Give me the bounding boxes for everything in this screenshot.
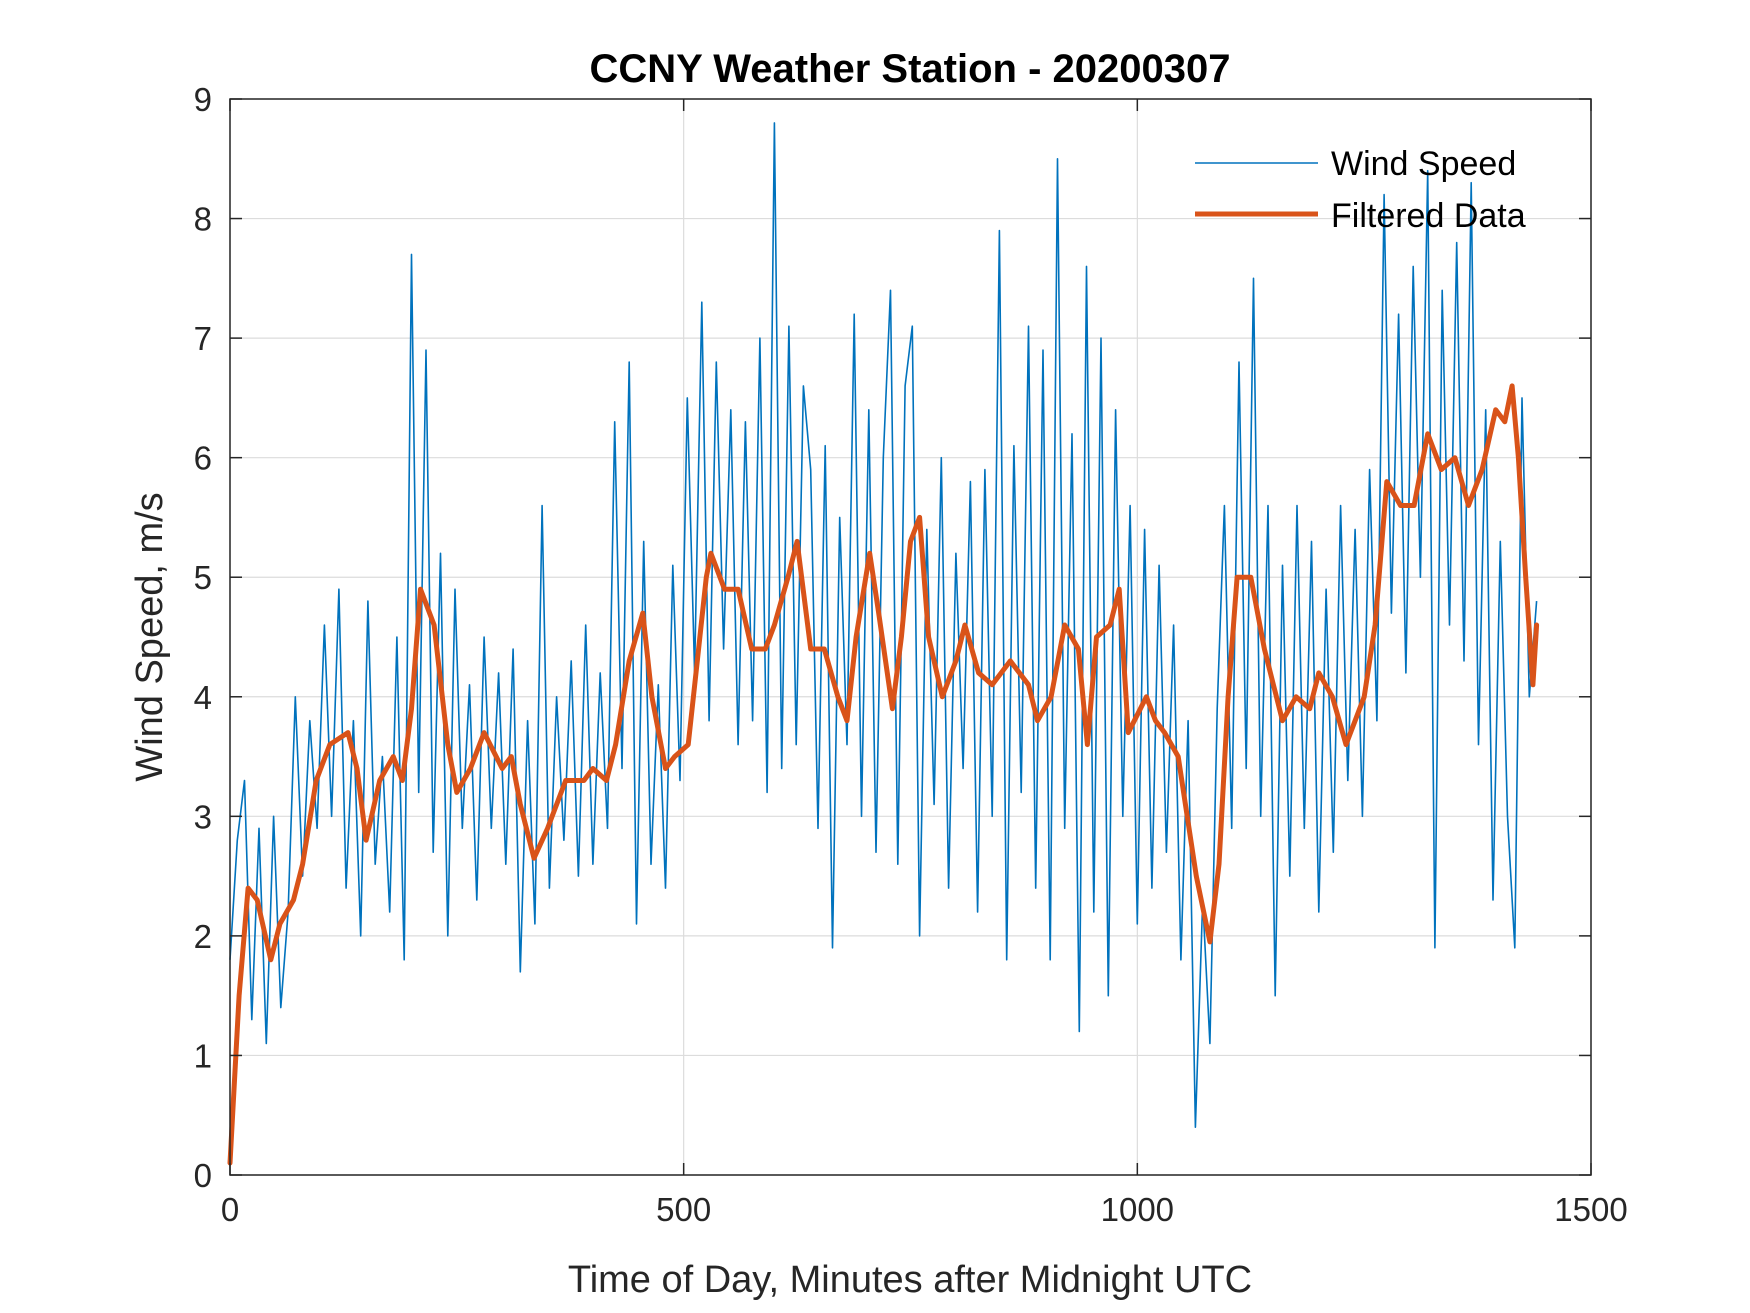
y-tick-label: 3 [194, 798, 212, 835]
y-tick-label: 6 [194, 440, 212, 477]
y-tick-label: 7 [194, 320, 212, 357]
ticks: 0 500 1000 1500 0 1 2 3 4 5 6 7 8 9 [194, 81, 1628, 1228]
x-tick-label: 500 [656, 1191, 711, 1228]
x-tick-label: 0 [221, 1191, 239, 1228]
chart-title: CCNY Weather Station - 20200307 [590, 47, 1231, 91]
y-tick-label: 8 [194, 201, 212, 238]
wind-speed-series-line [229, 122, 1538, 1128]
y-tick-label: 1 [194, 1037, 212, 1074]
y-tick-label: 9 [194, 81, 212, 118]
legend: Wind Speed Filtered Data [1195, 145, 1526, 235]
x-axis-label: Time of Day, Minutes after Midnight UTC [568, 1259, 1252, 1301]
x-tick-label: 1500 [1554, 1191, 1627, 1228]
legend-wind-speed-label: Wind Speed [1331, 145, 1516, 183]
y-axis-label: Wind Speed, m/s [129, 492, 171, 781]
plot-area [227, 122, 1540, 1166]
y-tick-label: 0 [194, 1157, 212, 1194]
y-tick-label: 4 [194, 679, 212, 716]
axes-box [229, 98, 1592, 1176]
y-tick-label: 2 [194, 918, 212, 955]
legend-filtered-data-label: Filtered Data [1331, 197, 1526, 235]
filtered-data-series-line [227, 383, 1540, 1166]
x-tick-label: 1000 [1101, 1191, 1174, 1228]
y-tick-label: 5 [194, 559, 212, 596]
